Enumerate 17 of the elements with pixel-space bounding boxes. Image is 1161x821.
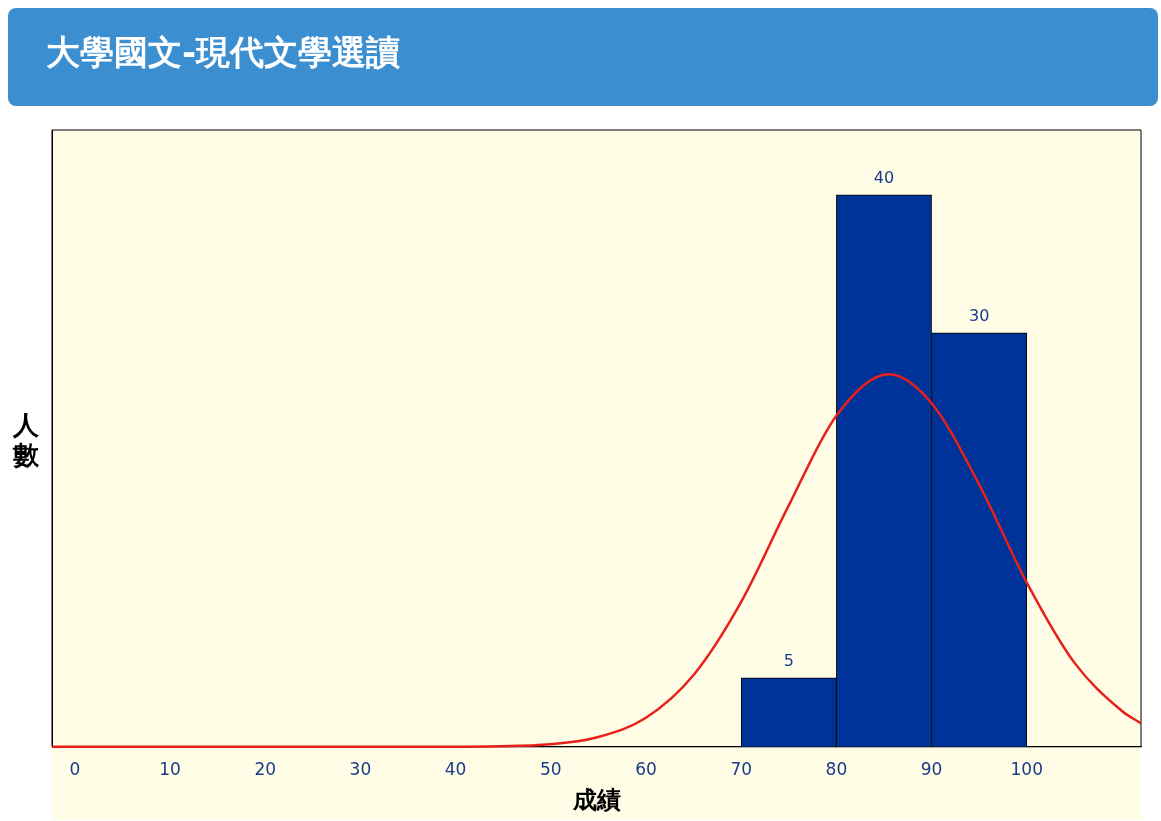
- x-tick-label: 50: [539, 759, 562, 780]
- x-tick-label: 90: [920, 759, 943, 780]
- chart-title: 大學國文-現代文學選讀: [8, 8, 1158, 106]
- y-axis-title: 人數: [11, 410, 40, 470]
- x-tick-label: 40: [444, 759, 467, 780]
- x-tick-label: 100: [1010, 759, 1043, 780]
- x-tick-label: 70: [730, 759, 753, 780]
- x-tick-label: 30: [349, 759, 372, 780]
- data-label: 30: [968, 306, 990, 325]
- x-tick-label: 60: [635, 759, 657, 780]
- x-tick-label: 10: [159, 759, 181, 780]
- data-label: 40: [873, 168, 895, 188]
- x-tick-label: 20: [254, 759, 277, 780]
- x-axis-title: 成績: [571, 785, 621, 814]
- data-label: 5: [783, 650, 794, 670]
- x-tick-label: 0: [69, 759, 81, 780]
- x-tick-label: 80: [825, 759, 848, 780]
